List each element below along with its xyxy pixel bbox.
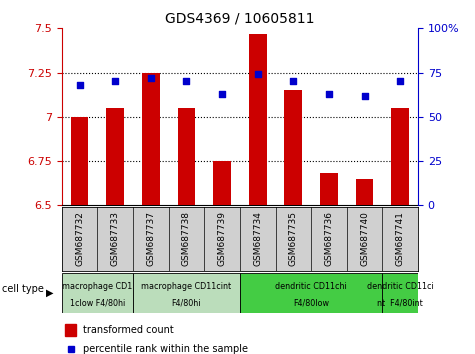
Bar bbox=[382, 273, 418, 313]
Text: ▶: ▶ bbox=[46, 288, 54, 298]
Text: percentile rank within the sample: percentile rank within the sample bbox=[83, 344, 248, 354]
Bar bbox=[71, 117, 88, 205]
Point bbox=[325, 91, 332, 97]
Point bbox=[111, 79, 119, 84]
Point bbox=[147, 75, 155, 81]
Bar bbox=[106, 108, 124, 205]
Text: GSM687735: GSM687735 bbox=[289, 211, 298, 267]
Text: macrophage CD11cint: macrophage CD11cint bbox=[142, 282, 231, 291]
Point bbox=[254, 72, 261, 77]
Text: F4/80low: F4/80low bbox=[293, 299, 329, 308]
Title: GDS4369 / 10605811: GDS4369 / 10605811 bbox=[165, 12, 314, 26]
Text: GSM687732: GSM687732 bbox=[75, 211, 84, 267]
Text: 1clow F4/80hi: 1clow F4/80hi bbox=[70, 299, 125, 308]
Point bbox=[218, 91, 226, 97]
Text: dendritic CD11ci: dendritic CD11ci bbox=[367, 282, 434, 291]
Bar bbox=[391, 108, 409, 205]
Bar bbox=[213, 161, 231, 205]
Text: GSM687736: GSM687736 bbox=[324, 211, 333, 267]
Text: nt  F4/80int: nt F4/80int bbox=[377, 299, 423, 308]
Bar bbox=[62, 273, 133, 313]
Point bbox=[289, 79, 297, 84]
Text: GSM687740: GSM687740 bbox=[360, 211, 369, 267]
Text: F4/80hi: F4/80hi bbox=[171, 299, 201, 308]
Bar bbox=[142, 73, 160, 205]
Bar bbox=[133, 273, 240, 313]
Point bbox=[396, 79, 404, 84]
Text: GSM687741: GSM687741 bbox=[396, 211, 405, 267]
Text: cell type: cell type bbox=[2, 284, 44, 295]
Point bbox=[76, 82, 84, 88]
Text: GSM687733: GSM687733 bbox=[111, 211, 120, 267]
Bar bbox=[249, 34, 266, 205]
Text: dendritic CD11chi: dendritic CD11chi bbox=[275, 282, 347, 291]
Bar bbox=[320, 173, 338, 205]
Bar bbox=[240, 273, 382, 313]
Text: GSM687734: GSM687734 bbox=[253, 211, 262, 267]
Bar bbox=[178, 108, 195, 205]
Bar bbox=[356, 179, 373, 205]
Text: GSM687739: GSM687739 bbox=[218, 211, 227, 267]
Text: GSM687738: GSM687738 bbox=[182, 211, 191, 267]
Point bbox=[361, 93, 369, 98]
Text: macrophage CD1: macrophage CD1 bbox=[62, 282, 133, 291]
Bar bbox=[285, 90, 302, 205]
Text: transformed count: transformed count bbox=[83, 325, 174, 335]
Point bbox=[182, 79, 190, 84]
Bar bbox=[65, 324, 76, 336]
Text: GSM687737: GSM687737 bbox=[146, 211, 155, 267]
